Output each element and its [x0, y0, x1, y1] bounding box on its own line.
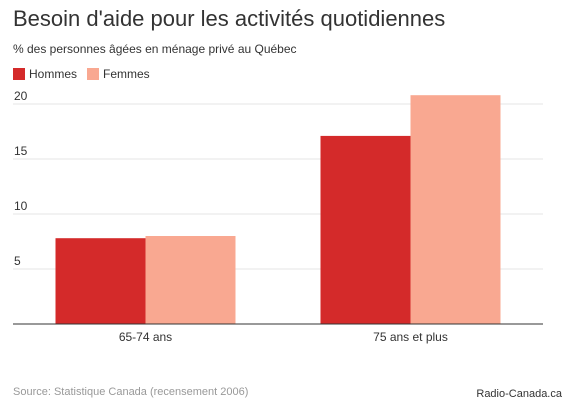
- y-tick-label: 10: [14, 199, 28, 213]
- bar-hommes-1: [320, 135, 411, 324]
- x-tick-labels: 65-74 ans 75 ans et plus: [119, 330, 448, 344]
- credit-text: Radio-Canada.ca: [476, 388, 562, 400]
- bar-hommes-0: [55, 238, 146, 324]
- chart-subtitle: % des personnes âgées en ménage privé au…: [13, 42, 297, 56]
- legend-item-hommes: Hommes: [13, 67, 77, 81]
- legend-swatch-hommes: [13, 68, 25, 80]
- y-tick-labels: 5 10 15 20: [14, 89, 28, 268]
- y-tick-label: 5: [14, 254, 21, 268]
- legend-item-femmes: Femmes: [87, 67, 150, 81]
- bars: [55, 95, 501, 324]
- y-tick-label: 20: [14, 89, 28, 103]
- legend-label-femmes: Femmes: [103, 67, 150, 81]
- legend: Hommes Femmes: [13, 67, 160, 81]
- legend-swatch-femmes: [87, 68, 100, 80]
- y-tick-label: 15: [14, 144, 28, 158]
- source-note: Source: Statistique Canada (recensement …: [13, 386, 249, 398]
- legend-label-hommes: Hommes: [29, 67, 78, 81]
- x-tick-label: 65-74 ans: [119, 330, 172, 344]
- bar-femmes-1: [410, 95, 501, 324]
- bar-femmes-0: [145, 236, 236, 324]
- x-tick-label: 75 ans et plus: [373, 330, 448, 344]
- chart-title: Besoin d'aide pour les activités quotidi…: [13, 6, 446, 31]
